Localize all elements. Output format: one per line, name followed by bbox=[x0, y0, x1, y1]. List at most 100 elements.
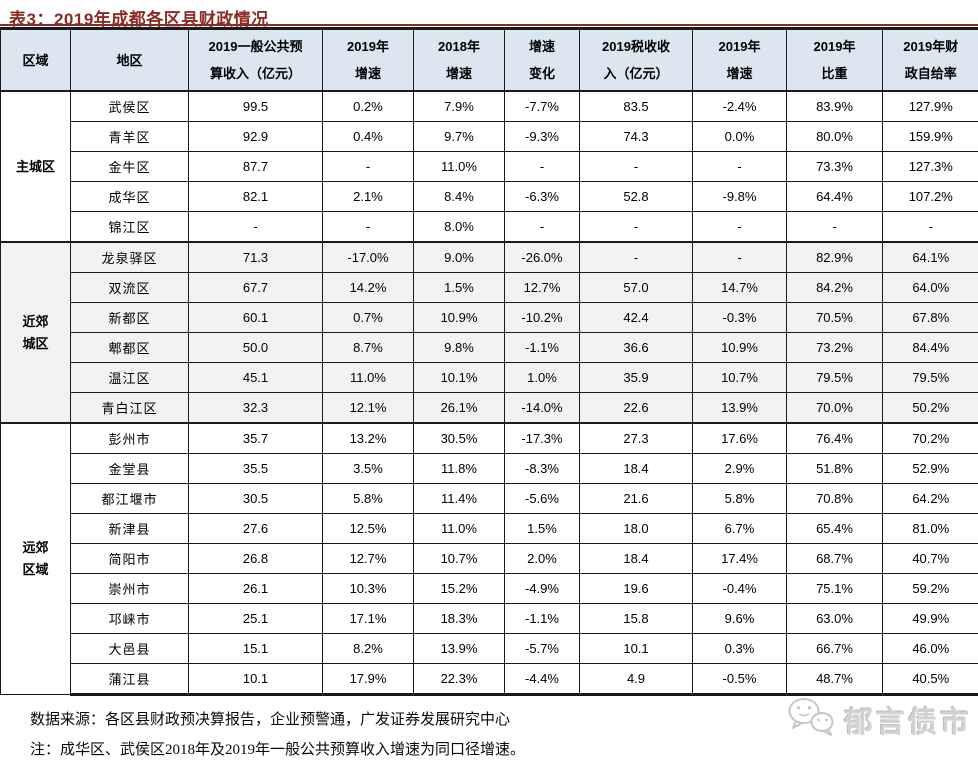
data-cell: - bbox=[189, 212, 323, 243]
data-cell: 18.4 bbox=[580, 454, 693, 484]
column-header-line2: 比重 bbox=[789, 60, 880, 87]
data-cell: 35.5 bbox=[189, 454, 323, 484]
data-cell: 83.5 bbox=[580, 91, 693, 122]
data-cell: -14.0% bbox=[505, 393, 580, 424]
wechat-icon bbox=[786, 696, 836, 743]
data-cell: 70.2% bbox=[883, 423, 978, 454]
district-name: 金牛区 bbox=[71, 152, 189, 182]
data-cell: 22.3% bbox=[414, 664, 505, 695]
column-header: 2019年财政自给率 bbox=[883, 29, 978, 92]
data-cell: -5.6% bbox=[505, 484, 580, 514]
data-cell: - bbox=[580, 212, 693, 243]
data-cell: 15.8 bbox=[580, 604, 693, 634]
data-cell: 75.1% bbox=[787, 574, 883, 604]
data-cell: 10.7% bbox=[693, 363, 787, 393]
data-cell: 84.4% bbox=[883, 333, 978, 363]
data-cell: 32.3 bbox=[189, 393, 323, 424]
data-cell: -0.3% bbox=[693, 303, 787, 333]
column-header: 2019年增速 bbox=[693, 29, 787, 92]
data-cell: 5.8% bbox=[323, 484, 414, 514]
data-cell: -17.0% bbox=[323, 242, 414, 273]
data-cell: 11.0% bbox=[323, 363, 414, 393]
column-header: 2019年增速 bbox=[323, 29, 414, 92]
column-header-line1: 区域 bbox=[3, 47, 68, 74]
data-cell: 26.1 bbox=[189, 574, 323, 604]
data-cell: 65.4% bbox=[787, 514, 883, 544]
column-header-line2: 增速 bbox=[695, 60, 784, 87]
data-cell: 42.4 bbox=[580, 303, 693, 333]
data-cell: 10.1 bbox=[580, 634, 693, 664]
data-cell: 8.7% bbox=[323, 333, 414, 363]
data-cell: 64.4% bbox=[787, 182, 883, 212]
data-cell: 11.0% bbox=[414, 152, 505, 182]
column-header-line2: 算收入（亿元） bbox=[191, 60, 320, 87]
data-cell: 74.3 bbox=[580, 122, 693, 152]
data-cell: 9.0% bbox=[414, 242, 505, 273]
district-name: 青白江区 bbox=[71, 393, 189, 424]
data-cell: 10.1% bbox=[414, 363, 505, 393]
data-cell: 127.9% bbox=[883, 91, 978, 122]
data-cell: 2.0% bbox=[505, 544, 580, 574]
column-header-line1: 2019税收收 bbox=[582, 33, 690, 60]
data-cell: -10.2% bbox=[505, 303, 580, 333]
column-header-line1: 2019年财 bbox=[885, 33, 977, 60]
data-cell: 83.9% bbox=[787, 91, 883, 122]
column-header-line1: 2018年 bbox=[416, 33, 502, 60]
data-cell: - bbox=[505, 152, 580, 182]
data-cell: 64.2% bbox=[883, 484, 978, 514]
data-cell: 35.7 bbox=[189, 423, 323, 454]
data-cell: - bbox=[580, 242, 693, 273]
data-cell: 25.1 bbox=[189, 604, 323, 634]
district-name: 金堂县 bbox=[71, 454, 189, 484]
data-cell: 79.5% bbox=[883, 363, 978, 393]
data-cell: 11.4% bbox=[414, 484, 505, 514]
data-cell: 17.9% bbox=[323, 664, 414, 695]
region-label: 近郊 城区 bbox=[1, 242, 71, 423]
data-cell: 45.1 bbox=[189, 363, 323, 393]
column-header-line1: 2019年 bbox=[695, 33, 784, 60]
data-cell: 26.1% bbox=[414, 393, 505, 424]
data-cell: 107.2% bbox=[883, 182, 978, 212]
data-cell: 10.3% bbox=[323, 574, 414, 604]
data-cell: 70.8% bbox=[787, 484, 883, 514]
data-cell: 35.9 bbox=[580, 363, 693, 393]
data-cell: 1.0% bbox=[505, 363, 580, 393]
data-cell: 14.7% bbox=[693, 273, 787, 303]
district-name: 彭州市 bbox=[71, 423, 189, 454]
data-cell: 17.4% bbox=[693, 544, 787, 574]
district-name: 邛崃市 bbox=[71, 604, 189, 634]
data-cell: 30.5% bbox=[414, 423, 505, 454]
data-cell: 82.1 bbox=[189, 182, 323, 212]
column-header-line2: 增速 bbox=[325, 60, 411, 87]
data-cell: 70.0% bbox=[787, 393, 883, 424]
data-cell: -0.5% bbox=[693, 664, 787, 695]
data-cell: - bbox=[693, 152, 787, 182]
data-cell: -5.7% bbox=[505, 634, 580, 664]
data-cell: 12.5% bbox=[323, 514, 414, 544]
data-cell: 0.7% bbox=[323, 303, 414, 333]
data-cell: 19.6 bbox=[580, 574, 693, 604]
data-cell: -4.9% bbox=[505, 574, 580, 604]
data-cell: 13.2% bbox=[323, 423, 414, 454]
data-cell: 26.8 bbox=[189, 544, 323, 574]
data-cell: 127.3% bbox=[883, 152, 978, 182]
data-cell: 1.5% bbox=[505, 514, 580, 544]
data-cell: -2.4% bbox=[693, 91, 787, 122]
data-cell: - bbox=[323, 152, 414, 182]
data-cell: -6.3% bbox=[505, 182, 580, 212]
data-cell: 18.4 bbox=[580, 544, 693, 574]
title-row: 表3：2019年成都各区县财政情况 bbox=[0, 0, 978, 22]
